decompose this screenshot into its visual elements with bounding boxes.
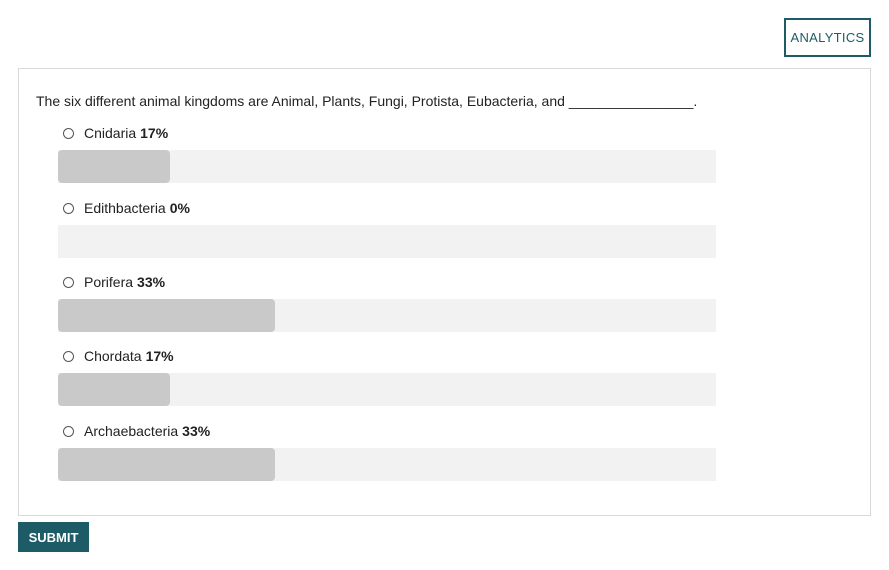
radio-button[interactable] (63, 276, 74, 288)
option-cnidaria: Cnidaria 17% (58, 124, 716, 183)
option-porifera: Porifera 33% (58, 273, 716, 332)
question-card: The six different animal kingdoms are An… (18, 68, 871, 516)
radio-button[interactable] (63, 350, 74, 362)
option-percent: 33% (137, 274, 166, 290)
option-label: Archaebacteria (84, 423, 179, 439)
option-row[interactable]: Archaebacteria 33% (63, 422, 716, 440)
result-bar-fill (58, 150, 170, 183)
result-bar-track (58, 448, 716, 481)
option-label: Chordata (84, 348, 142, 364)
option-edithbacteria: Edithbacteria 0% (58, 199, 716, 258)
result-bar-track (58, 299, 716, 332)
result-bar-track (58, 225, 716, 258)
option-row[interactable]: Cnidaria 17% (63, 124, 716, 142)
result-bar-fill (58, 299, 276, 332)
question-text: The six different animal kingdoms are An… (36, 93, 698, 109)
option-percent: 17% (145, 348, 174, 364)
option-percent: 33% (182, 423, 211, 439)
option-row[interactable]: Porifera 33% (63, 273, 716, 291)
option-percent: 0% (169, 200, 190, 216)
radio-button[interactable] (63, 127, 74, 139)
result-bar-track (58, 150, 716, 183)
option-row[interactable]: Chordata 17% (63, 347, 716, 365)
option-chordata: Chordata 17% (58, 347, 716, 406)
radio-button[interactable] (63, 202, 74, 214)
result-bar-fill (58, 448, 276, 481)
option-row[interactable]: Edithbacteria 0% (63, 199, 716, 217)
option-archaebacteria: Archaebacteria 33% (58, 422, 716, 481)
radio-button[interactable] (63, 425, 74, 437)
option-label: Edithbacteria (84, 200, 166, 216)
submit-button[interactable]: SUBMIT (18, 522, 89, 552)
analytics-button[interactable]: ANALYTICS (784, 18, 871, 57)
result-bar-fill (58, 373, 170, 406)
option-label: Porifera (84, 274, 134, 290)
result-bar-track (58, 373, 716, 406)
option-label: Cnidaria (84, 125, 137, 141)
option-percent: 17% (140, 125, 169, 141)
